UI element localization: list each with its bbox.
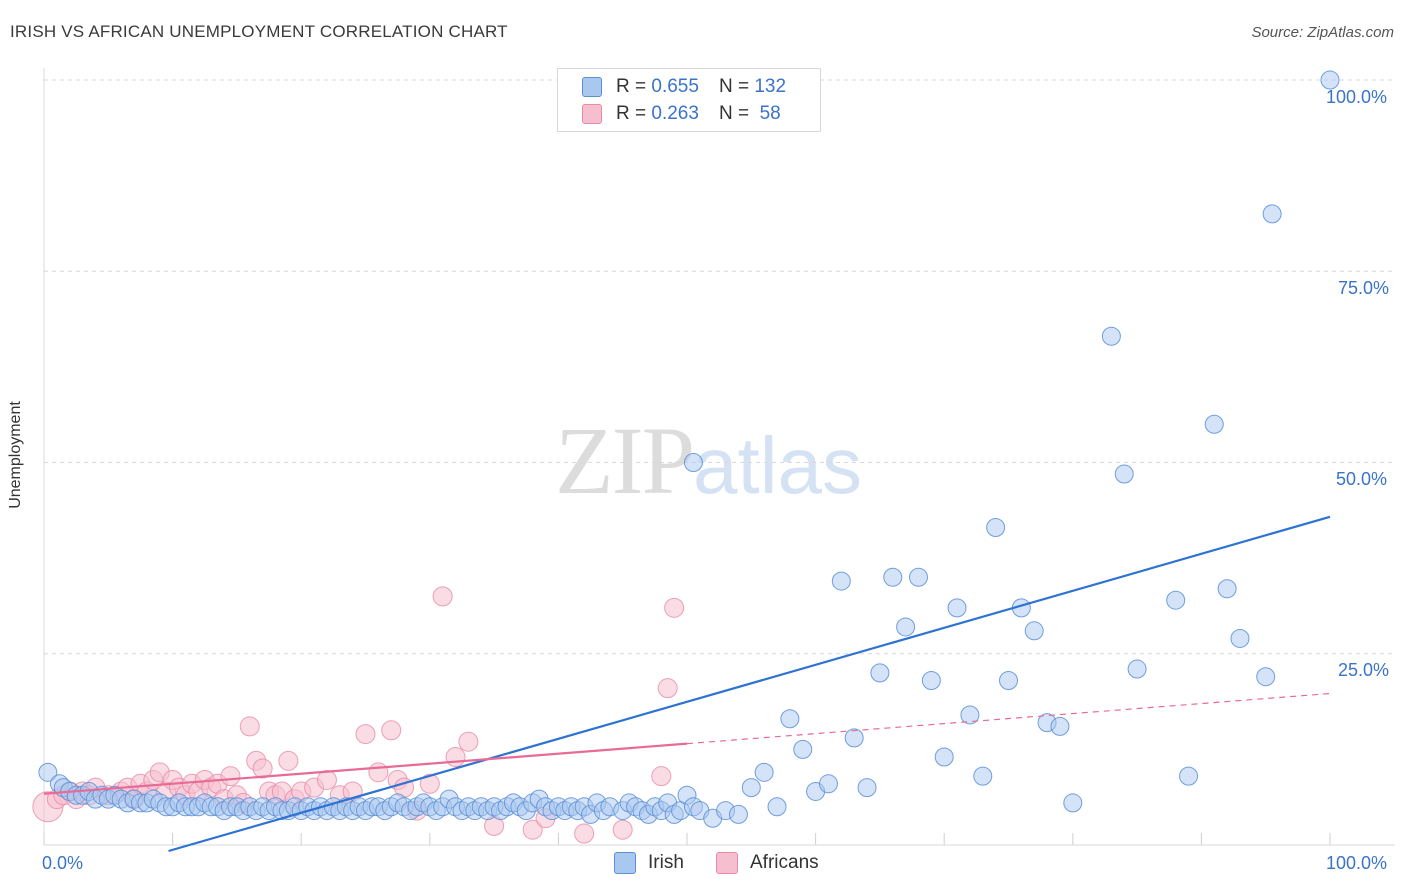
legend-swatch-africans [582,104,602,124]
legend-r-value-africans: 0.263 [651,103,699,124]
legend-swatch-irish [582,77,602,97]
irish-point [934,747,954,767]
legend-row-africans: R = 0.263 N = 58 [582,102,781,126]
irish-point [728,804,748,824]
y-tick-label-75: 75.0% [1338,278,1390,298]
series-legend-label-africans: Africans [750,852,819,873]
irish-point [793,739,813,759]
legend-row-irish: R = 0.655 N = 132 [582,75,786,99]
irish-point [1320,70,1340,90]
series-legend-irish[interactable]: Irish [614,852,684,874]
legend-n-value-africans: 58 [759,103,781,124]
source-credit: Source: ZipAtlas.com [1251,24,1394,41]
africans-point [419,773,440,794]
irish-point [754,762,774,782]
africans-point [239,716,260,737]
irish-point [986,518,1006,538]
y-tick-label-50: 50.0% [1336,469,1388,489]
irish-point [960,705,980,725]
irish-point [818,774,838,794]
irish-point [1101,326,1121,346]
africans-point [278,750,299,771]
irish-point [831,571,851,591]
irish-point [767,797,787,817]
y-tick-label-100: 100.0% [1326,87,1388,107]
irish-point [1114,464,1134,484]
irish-point [1166,590,1186,610]
africans-point [381,720,402,741]
correlation-legend: R = 0.655 N = 132 R = 0.263 N = 58 [557,68,821,132]
irish-point [1204,414,1224,434]
irish-point [921,671,941,691]
africans-point [612,819,633,840]
irish-point [947,598,967,618]
irish-point [1179,766,1199,786]
africans-trend-line [43,742,688,795]
irish-point [1230,628,1250,648]
irish-point [908,567,928,587]
africans-point [651,766,672,787]
africans-point [220,766,241,787]
africans-point [458,731,479,752]
legend-r-value-irish: 0.655 [651,76,699,97]
legend-r-label: R = [616,103,647,124]
irish-point [973,766,993,786]
series-legend-label-irish: Irish [648,852,684,873]
chart-title: IRISH VS AFRICAN UNEMPLOYMENT CORRELATIO… [10,22,508,41]
legend-n-label: N = [718,103,750,124]
africans-point [355,724,376,745]
africans-point [368,762,389,783]
irish-point [683,453,703,472]
watermark-zip: ZIP [555,407,695,514]
series-legend-africans[interactable]: Africans [716,852,819,874]
africans-point [574,823,595,844]
watermark-atlas: atlas [693,421,862,510]
watermark: ZIPatlas [555,405,862,516]
africans-point [252,758,273,779]
irish-point [883,567,903,587]
irish-point [844,728,864,748]
africans-point [445,747,466,768]
africans-point [522,819,543,840]
x-tick-label-100: 100.0% [1326,853,1388,873]
irish-point [741,778,761,798]
africans-point [657,678,678,699]
irish-point [896,617,916,637]
y-tick-label-25: 25.0% [1338,660,1390,680]
irish-point [1050,716,1070,736]
legend-r-label: R = [616,76,647,97]
irish-point [857,778,877,798]
africans-trend-line-projection [686,692,1331,745]
legend-n-label: N = [718,76,750,97]
series-legend: Irish Africans [0,852,1406,878]
legend-n-value-irish: 132 [754,76,787,97]
irish-point [780,709,800,729]
irish-point [999,671,1018,691]
irish-point [1262,204,1282,224]
irish-point [870,663,890,683]
series-swatch-africans [716,852,738,874]
irish-point [1024,621,1044,641]
x-tick-label-0: 0.0% [42,853,84,873]
africans-point [316,769,337,790]
africans-point [432,586,453,607]
irish-point [1127,659,1147,679]
irish-point [38,762,58,782]
series-swatch-irish [614,852,636,874]
irish-point [1217,579,1237,599]
irish-trend-line [168,515,1331,853]
africans-point [664,597,685,618]
irish-point [1256,667,1276,687]
irish-point [1063,793,1083,813]
